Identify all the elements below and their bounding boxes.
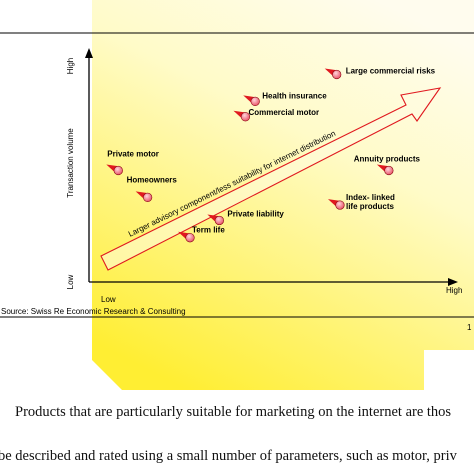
marker-dot — [113, 165, 123, 176]
data-point-health-insurance: Health insurance — [243, 91, 327, 106]
data-point-index-linked-life-products: Index- linked life products — [327, 193, 395, 211]
point-label: Annuity products — [354, 155, 421, 164]
body-text-line-2: be described and rated using a small num… — [0, 448, 457, 464]
axes — [85, 48, 458, 286]
advisory-arrow-shape — [100, 87, 442, 271]
point-label: Term life — [192, 226, 225, 235]
page-number: 1 — [467, 323, 472, 332]
data-point-private-liability: Private liability — [207, 209, 284, 226]
x-tick-high: High — [446, 286, 462, 295]
body-text-line-1: Products that are particularly suitable … — [15, 404, 452, 420]
y-axis-label: Transaction volume — [66, 128, 75, 198]
x-axis-arrowhead — [448, 278, 458, 286]
marker-dot — [214, 215, 224, 226]
marker-dot — [384, 165, 394, 176]
chart-background — [92, 0, 474, 390]
data-point-commercial-motor: Commercial motor — [233, 108, 319, 122]
data-points: Large commercial risks Health insurance Co… — [106, 67, 436, 243]
source-note: Source: Swiss Re Economic Research & Con… — [1, 307, 186, 316]
data-point-private-motor: Private motor — [106, 150, 159, 176]
data-point-large-commercial-risks: Large commercial risks — [324, 67, 436, 80]
data-point-term-life: Term life — [178, 226, 225, 243]
marker-dot — [335, 200, 345, 210]
data-point-annuity-products: Annuity products — [354, 155, 421, 176]
point-label: Homeowners — [127, 175, 178, 184]
marker-dot — [250, 96, 260, 106]
point-label: Health insurance — [262, 91, 327, 100]
point-label: Private motor — [107, 150, 159, 159]
y-tick-low: Low — [66, 274, 75, 289]
marker-dot — [240, 112, 251, 122]
y-axis-arrowhead — [85, 48, 93, 58]
x-tick-low: Low — [101, 295, 116, 304]
point-label: Index- linked life products — [346, 193, 395, 211]
point-label: Large commercial risks — [346, 67, 436, 76]
y-tick-high: High — [66, 58, 75, 74]
marker-dot — [143, 192, 153, 202]
marker-dot — [332, 69, 342, 80]
marker-dot — [185, 233, 195, 243]
point-label: Private liability — [227, 209, 284, 218]
point-label: Commercial motor — [248, 108, 319, 117]
data-point-homeowners: Homeowners — [127, 175, 178, 202]
